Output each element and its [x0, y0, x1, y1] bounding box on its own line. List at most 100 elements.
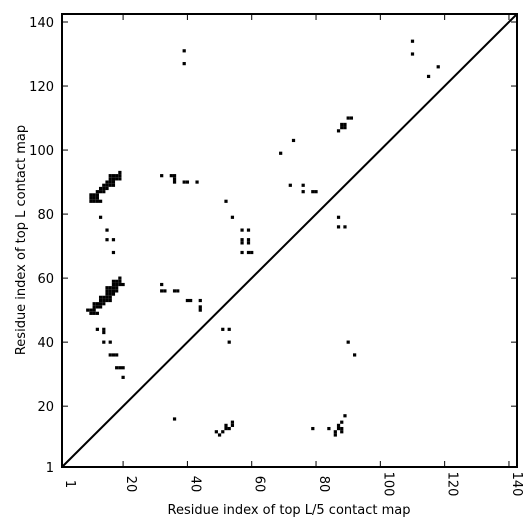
contact-point [246, 250, 251, 255]
contact-point [98, 305, 103, 309]
contact-point [336, 423, 341, 427]
contact-point [240, 250, 244, 255]
contact-point [111, 180, 116, 184]
y-tick-label: 1 [46, 461, 54, 476]
contact-point [102, 190, 106, 194]
contact-point [160, 174, 164, 178]
x-axis-label: Residue index of top L/5 contact map [168, 503, 411, 518]
contact-point [160, 289, 164, 293]
contact-point [250, 250, 254, 255]
contact-point [108, 180, 112, 184]
contact-point [182, 180, 186, 184]
contact-point [115, 366, 119, 370]
contact-point [105, 289, 109, 293]
contact-point [333, 433, 337, 437]
contact-point [246, 238, 251, 242]
contact-point [118, 279, 122, 283]
contact-point [214, 430, 218, 434]
x-tick-label: 120 [445, 472, 460, 497]
contact-point [172, 289, 177, 293]
contact-point [246, 241, 251, 245]
contact-point [118, 174, 122, 178]
contact-point [108, 353, 112, 357]
y-tick-label: 60 [37, 272, 54, 287]
contact-point [105, 298, 109, 303]
contact-point [227, 340, 231, 344]
contact-point [118, 170, 122, 175]
contact-point [92, 311, 96, 315]
contact-point [230, 420, 235, 424]
contact-point [111, 289, 116, 293]
contact-point [336, 225, 341, 229]
contact-point [301, 190, 305, 194]
contact-point [98, 190, 103, 194]
contact-point [105, 292, 109, 296]
contact-point [108, 183, 112, 187]
contact-point [105, 186, 109, 191]
contact-point [118, 282, 122, 287]
contact-point [336, 129, 341, 133]
contact-point [92, 196, 96, 200]
contact-point [89, 311, 93, 315]
contact-point [89, 308, 93, 312]
contact-point [92, 199, 96, 203]
contact-point [121, 366, 125, 370]
contact-point [102, 183, 106, 187]
contact-point [346, 116, 350, 120]
contact-point [102, 186, 106, 191]
contact-point [221, 327, 225, 331]
contact-point [98, 186, 103, 191]
contact-point [160, 282, 164, 287]
x-tick-label: 1 [62, 480, 77, 488]
contact-point [111, 183, 116, 187]
contact-point [111, 238, 116, 242]
contact-point [105, 180, 109, 184]
contact-point [115, 282, 119, 287]
contact-point [86, 308, 90, 312]
contact-point [105, 228, 109, 232]
contact-point [185, 180, 190, 184]
contact-point [121, 375, 125, 379]
contact-point [105, 286, 109, 290]
x-tick-label: 80 [316, 476, 331, 493]
plot-frame [61, 13, 518, 468]
contact-point [92, 305, 96, 309]
contact-point [115, 286, 119, 290]
contact-point [108, 286, 112, 290]
contact-point [102, 298, 106, 303]
contact-point [102, 327, 106, 331]
contact-point [343, 122, 347, 127]
contact-point [291, 138, 296, 143]
contact-point [185, 298, 190, 303]
contact-point [105, 238, 109, 242]
contact-point [98, 295, 103, 299]
y-tick-label: 100 [29, 144, 54, 159]
contact-point [198, 308, 202, 312]
contact-point [102, 295, 106, 299]
contact-point [336, 215, 341, 219]
contact-point [327, 426, 331, 431]
x-tick-label: 60 [252, 476, 267, 493]
contact-point [246, 228, 251, 232]
y-tick-label: 20 [37, 400, 54, 415]
y-tick-label: 40 [37, 336, 54, 351]
contact-point [95, 190, 99, 194]
contact-point [240, 238, 244, 242]
contact-point [102, 330, 106, 335]
contact-point [95, 327, 99, 331]
contact-point [108, 289, 112, 293]
contact-point [111, 177, 116, 181]
contact-point [343, 225, 347, 229]
contact-point [227, 426, 231, 431]
contact-point [163, 289, 167, 293]
contact-point [346, 340, 350, 344]
contact-point [108, 340, 112, 344]
contact-point [102, 340, 106, 344]
x-tick-label: 20 [123, 476, 138, 493]
contact-point [95, 302, 99, 306]
contact-point [172, 417, 177, 421]
contact-point [198, 305, 202, 309]
contact-point [89, 193, 93, 197]
contact-point [89, 196, 93, 200]
contact-point [340, 430, 344, 434]
